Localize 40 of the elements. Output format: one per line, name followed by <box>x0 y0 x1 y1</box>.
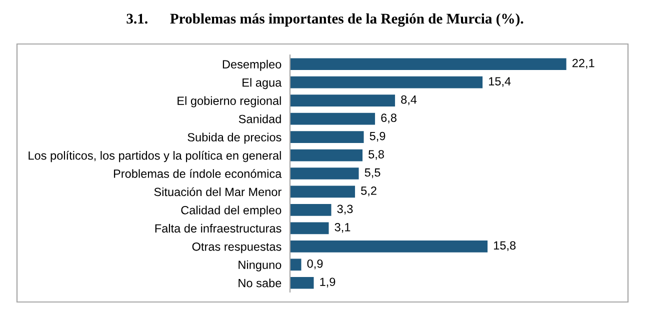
bar <box>290 258 302 271</box>
y-tick-label: No sabe <box>238 278 282 288</box>
data-label: 3,1 <box>334 223 350 233</box>
bar <box>290 168 359 180</box>
y-tick-label: Ninguno <box>238 260 282 272</box>
bar <box>290 131 364 143</box>
y-tick-label: Situación del Mar Menor <box>154 187 282 196</box>
data-label: 8,4 <box>401 95 417 106</box>
y-tick-label: El gobierno regional <box>178 96 281 108</box>
bar <box>290 112 376 125</box>
y-tick-label: Problemas de índole económica <box>114 169 282 178</box>
bar <box>290 76 483 88</box>
data-label: 0,9 <box>307 259 323 270</box>
bar <box>290 94 396 106</box>
data-label: 5,2 <box>361 186 376 196</box>
data-label: 5,8 <box>368 150 384 160</box>
y-tick-label: Los políticos, los partidos y la política en general <box>28 150 281 162</box>
data-label: 15,8 <box>494 241 516 251</box>
data-label: 15,4 <box>489 77 511 87</box>
bar <box>290 186 356 198</box>
chart-title: 3.1. Problemas más importantes de la Región de Murcia (%). <box>126 13 524 27</box>
y-tick-label: Desempleo <box>222 60 282 71</box>
data-label: 22,1 <box>572 58 594 69</box>
y-tick-label: El agua <box>242 78 282 90</box>
bar <box>290 58 566 70</box>
data-label: 5,9 <box>370 132 386 142</box>
data-label: 6,8 <box>381 114 396 124</box>
bar <box>290 240 488 252</box>
data-label: 5,5 <box>364 168 380 178</box>
y-tick-label: Subida de precios <box>188 132 282 144</box>
data-label: 1,9 <box>320 278 336 288</box>
bar <box>290 149 363 162</box>
y-tick-label: Otras respuestas <box>192 242 282 254</box>
y-tick-label: Falta de infraestructuras <box>155 224 282 233</box>
y-tick-label: Calidad del empleo <box>181 206 282 217</box>
y-tick-label: Sanidad <box>238 114 281 124</box>
bar <box>290 276 314 289</box>
bar <box>290 204 332 216</box>
data-label: 3,3 <box>337 204 353 215</box>
bar <box>290 222 329 234</box>
